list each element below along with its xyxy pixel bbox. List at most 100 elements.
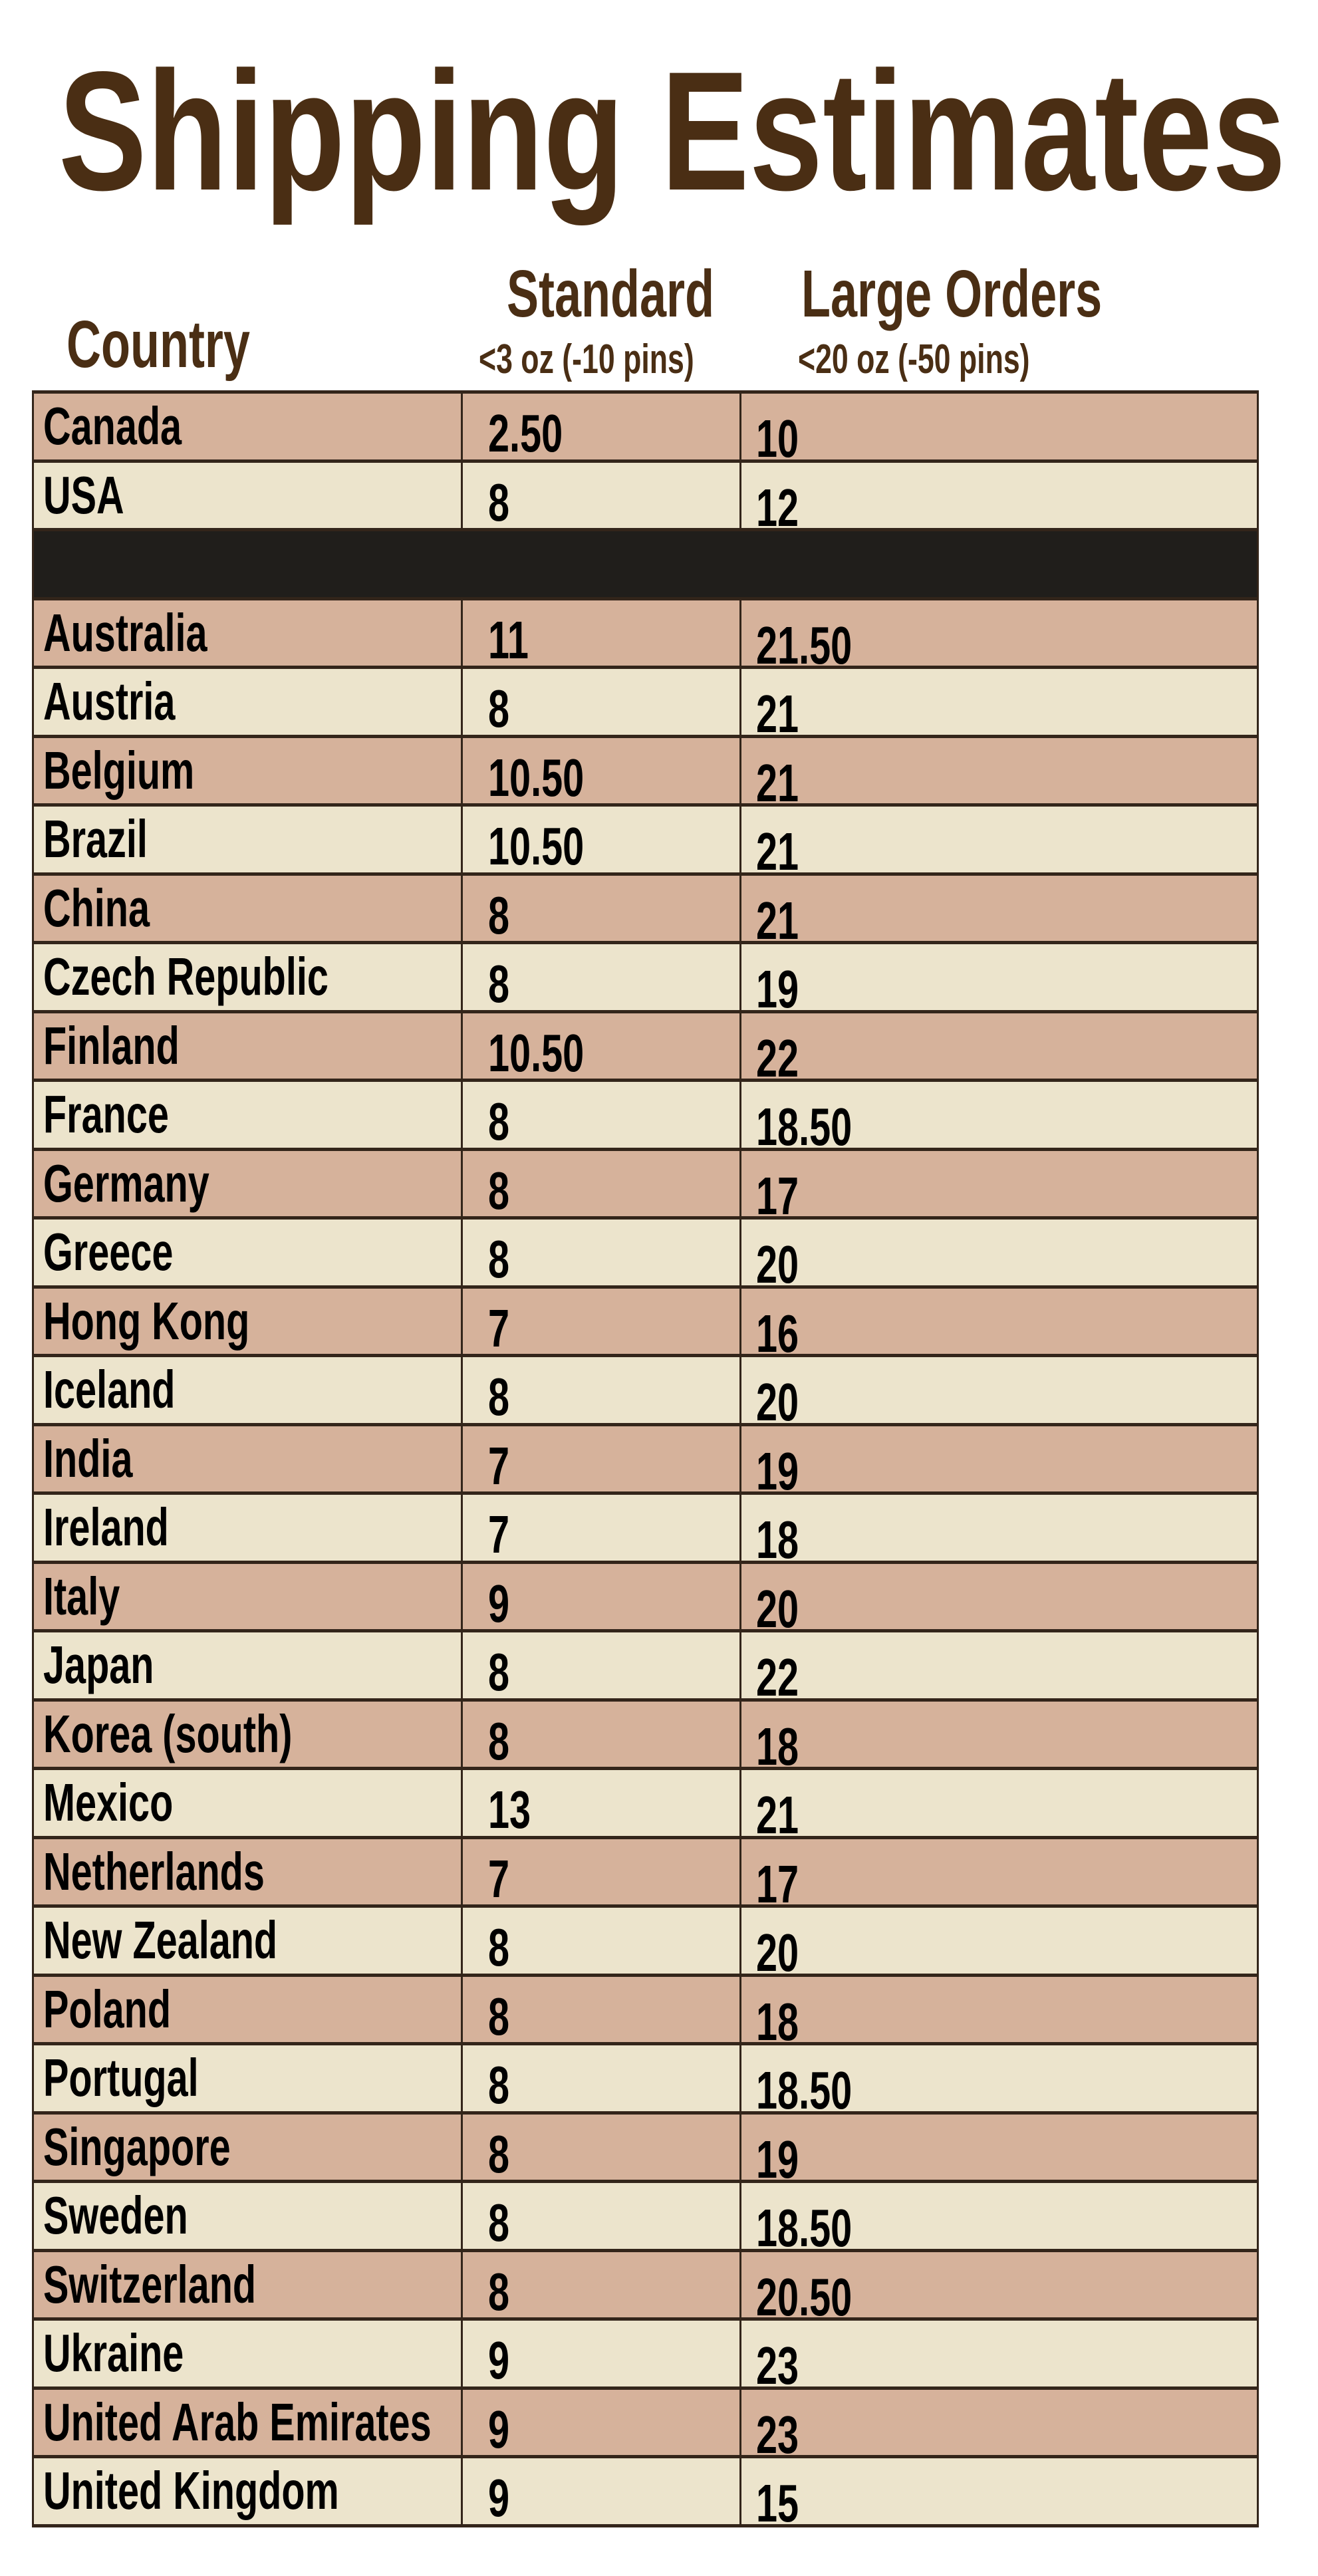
table-row: Portugal 8 18.50	[32, 2045, 1259, 2115]
large-order-price-cell: 23	[756, 2336, 799, 2386]
table-row: Netherlands 7 17	[32, 1839, 1259, 1908]
table-row: New Zealand 8 20	[32, 1908, 1259, 1977]
large-order-price-cell: 10	[756, 409, 799, 459]
large-orders-column-header: Large Orders	[801, 257, 1103, 331]
standard-price-cell: 8	[463, 2183, 741, 2249]
standard-price-cell: 8	[463, 669, 741, 735]
standard-price-cell: 10.50	[463, 737, 741, 803]
standard-price-cell: 8	[463, 1632, 741, 1698]
standard-price-cell: 7	[463, 1839, 741, 1904]
large-order-price-cell: 20	[756, 1923, 799, 1974]
country-cell: USA	[34, 462, 463, 528]
table-row: Mexico 13 21	[32, 1770, 1259, 1839]
standard-price-cell: 11	[463, 600, 741, 666]
country-cell: Iceland	[34, 1357, 463, 1423]
large-order-price-cell: 21	[756, 890, 799, 942]
standard-price-cell: 9	[463, 2389, 741, 2455]
table-row: Hong Kong 7 16	[32, 1288, 1259, 1357]
country-cell: India	[34, 1426, 463, 1491]
large-order-price-cell: 18	[756, 1992, 799, 2043]
table-row: Germany 8 17	[32, 1150, 1259, 1220]
standard-price-cell: 8	[463, 462, 741, 528]
large-order-price-cell: 17	[756, 1854, 799, 1905]
country-cell: Italy	[34, 1563, 463, 1629]
standard-price-cell: 8	[463, 1150, 741, 1216]
standard-price-cell: 9	[463, 1563, 741, 1629]
large-order-price-cell: 21	[756, 822, 799, 872]
country-cell: United Arab Emirates	[34, 2389, 463, 2455]
standard-price-cell: 10.50	[463, 807, 741, 872]
country-cell: Japan	[34, 1632, 463, 1698]
table-row: Australia 11 21.50	[32, 600, 1259, 669]
table-row: Greece 8 20	[32, 1220, 1259, 1289]
standard-price-cell: 8	[463, 1220, 741, 1285]
country-cell: Singapore	[34, 2114, 463, 2180]
table-row: Iceland 8 20	[32, 1357, 1259, 1426]
table-row: United Kingdom 9 15	[32, 2458, 1259, 2527]
standard-price-cell: 8	[463, 1701, 741, 1767]
table-row: Austria 8 21	[32, 669, 1259, 738]
standard-price-cell: 8	[463, 944, 741, 1010]
country-cell: Mexico	[34, 1770, 463, 1836]
standard-column-subheader: <3 oz (-10 pins)	[479, 336, 694, 382]
country-cell: Ukraine	[34, 2321, 463, 2386]
standard-price-cell: 9	[463, 2458, 741, 2524]
table-row: USA 8 12	[32, 462, 1259, 531]
table-row: Belgium 10.50 21	[32, 737, 1259, 807]
standard-price-cell: 8	[463, 1976, 741, 2042]
large-order-price-cell: 18	[756, 1510, 799, 1561]
table-row: Italy 9 20	[32, 1563, 1259, 1632]
large-order-price-cell: 16	[756, 1303, 799, 1354]
standard-price-cell: 7	[463, 1495, 741, 1561]
country-cell: Finland	[34, 1013, 463, 1079]
table-row: Ukraine 9 23	[32, 2321, 1259, 2390]
country-cell: Canada	[34, 394, 463, 459]
large-order-price-cell: 22	[756, 1648, 799, 1698]
table-row: Japan 8 22	[32, 1632, 1259, 1702]
standard-price-cell: 7	[463, 1426, 741, 1491]
large-order-price-cell: 18.50	[756, 2198, 853, 2249]
country-cell: Belgium	[34, 737, 463, 803]
country-cell: Portugal	[34, 2045, 463, 2111]
large-orders-column-subheader: <20 oz (-50 pins)	[798, 336, 1030, 382]
large-order-price-cell: 20	[756, 1372, 799, 1423]
standard-price-cell: 8	[463, 875, 741, 941]
country-cell: Brazil	[34, 807, 463, 872]
large-order-price-cell: 12	[756, 477, 799, 529]
shipping-table: Canada 2.50 10 USA 8 12 Australia 11 21.50 Austri…	[32, 390, 1259, 2527]
large-order-price-cell: 20.50	[756, 2267, 853, 2318]
standard-price-cell: 8	[463, 1082, 741, 1148]
standard-price-cell: 8	[463, 2114, 741, 2180]
country-cell: China	[34, 875, 463, 941]
country-cell: Austria	[34, 669, 463, 735]
country-cell: Australia	[34, 600, 463, 666]
standard-price-cell: 2.50	[463, 394, 741, 459]
table-row: Czech Republic 8 19	[32, 944, 1259, 1013]
table-row: Ireland 7 18	[32, 1495, 1259, 1564]
table-row: Brazil 10.50 21	[32, 807, 1259, 876]
country-cell: Poland	[34, 1976, 463, 2042]
table-row: Singapore 8 19	[32, 2114, 1259, 2183]
large-order-price-cell: 19	[756, 1441, 799, 1492]
table-row: Poland 8 18	[32, 1976, 1259, 2045]
country-cell: New Zealand	[34, 1908, 463, 1974]
large-order-price-cell: 18.50	[756, 2061, 853, 2111]
standard-price-cell: 7	[463, 1288, 741, 1354]
country-cell: Switzerland	[34, 2252, 463, 2317]
table-row: Finland 10.50 22	[32, 1013, 1259, 1082]
page-title: Shipping Estimates	[59, 37, 1286, 226]
table-row: India 7 19	[32, 1426, 1259, 1495]
table-row: Korea (south) 8 18	[32, 1701, 1259, 1770]
standard-price-cell: 9	[463, 2321, 741, 2386]
separator-row	[32, 531, 1259, 600]
country-cell: Netherlands	[34, 1839, 463, 1904]
large-order-price-cell: 19	[756, 960, 799, 1010]
country-cell: Germany	[34, 1150, 463, 1216]
country-cell: United Kingdom	[34, 2458, 463, 2524]
country-cell: Czech Republic	[34, 944, 463, 1010]
country-cell: Greece	[34, 1220, 463, 1285]
country-cell: France	[34, 1082, 463, 1148]
standard-column-header: Standard	[507, 257, 715, 331]
large-order-price-cell: 21	[756, 753, 799, 804]
standard-price-cell: 13	[463, 1770, 741, 1836]
